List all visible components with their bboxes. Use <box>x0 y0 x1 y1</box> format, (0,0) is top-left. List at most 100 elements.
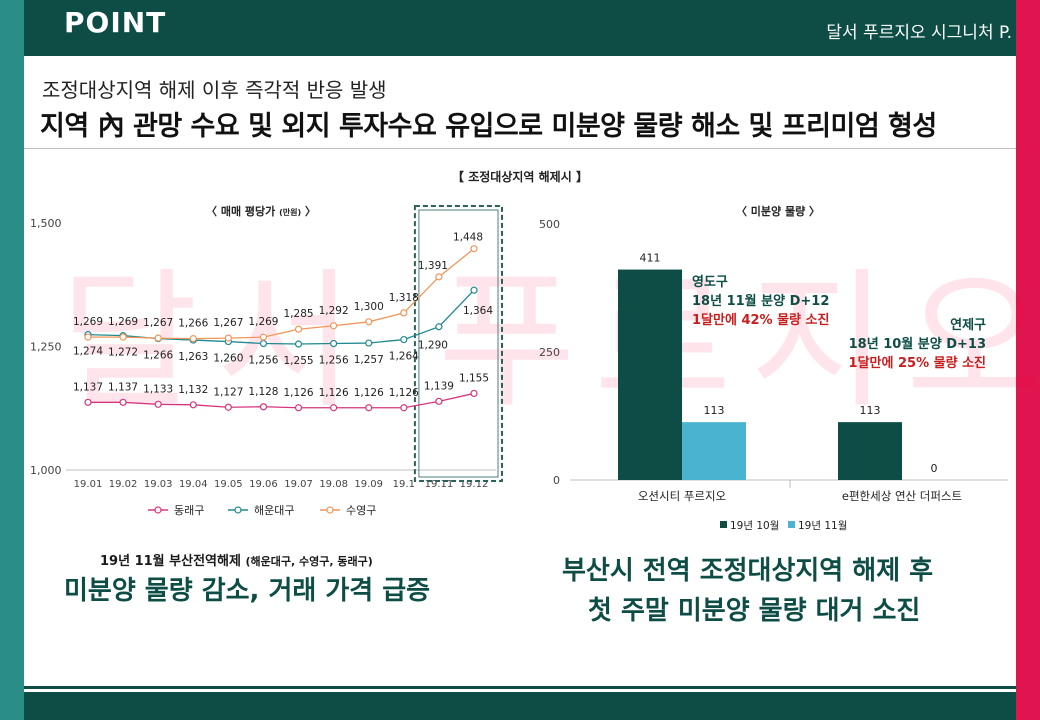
bar-value-label: 113 <box>860 404 881 417</box>
page-title: 지역 內 관망 수요 및 외지 투자수요 유입으로 미분양 물량 해소 및 프리… <box>40 111 937 142</box>
line-y-tick-label: 1,000 <box>30 464 62 477</box>
data-label: 1,266 <box>178 318 208 330</box>
line-chart-title: 〈 매매 평당가 (만원) 〉 <box>206 204 316 218</box>
data-label: 1,137 <box>108 381 138 393</box>
data-label: 1,267 <box>213 317 243 329</box>
highlight-box-outer <box>413 205 503 482</box>
left-caption-small: 19년 11월 부산전역해제 (해운대구, 수영구, 동래구) <box>100 550 373 569</box>
left-caption-small-text: 19년 11월 부산전역해제 <box>100 554 246 569</box>
data-point <box>294 404 303 412</box>
bar-value-label: 411 <box>640 252 661 265</box>
data-point <box>84 333 92 341</box>
data-label: 1,318 <box>389 292 419 304</box>
data-label: 1,132 <box>178 384 208 396</box>
bar-legend-swatch <box>720 521 727 528</box>
legend-label: 수영구 <box>346 504 376 517</box>
data-point <box>400 309 408 317</box>
data-label: 1,269 <box>73 316 103 328</box>
annotation-result: 1달만에 42% 물량 소진 <box>692 312 829 328</box>
bar-chart-title: 〈 미분양 물량 〉 <box>736 204 820 218</box>
line-y-tick-label: 1,250 <box>30 341 62 354</box>
data-point <box>400 404 408 412</box>
data-label: 1,285 <box>284 308 314 320</box>
line-chart-title-unit: (만원) <box>279 207 301 217</box>
bar-y-tick-label: 500 <box>539 218 560 231</box>
data-label: 1,256 <box>319 355 349 367</box>
data-point <box>224 334 232 342</box>
footer-line <box>24 686 1016 689</box>
header-point-label: POINT <box>64 6 167 39</box>
data-point <box>365 318 373 326</box>
bar-0-0 <box>618 269 682 480</box>
data-point <box>259 403 268 411</box>
data-label: 1,257 <box>354 354 384 366</box>
data-point <box>84 398 92 406</box>
bar-y-tick-label: 0 <box>553 474 560 487</box>
data-point <box>470 286 478 294</box>
line-x-tick-label: 19.12 <box>460 479 489 490</box>
line-chart-title-end: 〉 <box>301 205 316 218</box>
line-x-tick-label: 19.01 <box>74 479 103 490</box>
page-subtitle: 조정대상지역 해제 이후 즉각적 반응 발생 <box>42 78 387 102</box>
data-label: 1,155 <box>459 372 489 384</box>
title-divider <box>24 148 1016 149</box>
line-y-tick-label: 1,500 <box>30 217 62 230</box>
data-label: 1,290 <box>418 340 448 352</box>
line-x-tick-label: 19.06 <box>249 479 278 490</box>
frame-left-border <box>0 0 24 720</box>
data-label: 1,126 <box>319 387 349 399</box>
data-point <box>365 339 373 347</box>
legend-marker <box>326 506 334 514</box>
data-label: 1,128 <box>248 386 278 398</box>
data-point <box>119 398 127 406</box>
annotation-sale: 18년 11월 분양 D+12 <box>692 293 829 309</box>
annotation-region: 연제구 <box>950 318 986 333</box>
data-label: 1,300 <box>354 301 384 313</box>
data-point <box>330 339 338 348</box>
data-label: 1,263 <box>178 351 208 363</box>
annotation-region: 영도구 <box>692 275 728 290</box>
line-x-tick-label: 19.08 <box>319 479 348 490</box>
bar-1-0 <box>838 422 902 480</box>
data-label: 1,255 <box>284 355 314 367</box>
data-label: 1,256 <box>248 355 278 367</box>
left-caption-paren: (해운대구, 수영구, 동래구) <box>245 555 373 568</box>
data-point <box>189 401 197 409</box>
bar-category-label: e편한세상 연산 더퍼스트 <box>842 489 962 503</box>
frame-right-border <box>1016 0 1040 720</box>
data-label: 1,269 <box>248 316 278 328</box>
data-label: 1,391 <box>418 260 448 272</box>
data-label: 1,448 <box>453 232 483 244</box>
data-point <box>435 323 443 331</box>
data-point <box>470 389 478 398</box>
left-caption-big: 미분양 물량 감소, 거래 가격 급증 <box>64 576 431 606</box>
data-point <box>330 322 338 330</box>
data-point <box>294 340 303 348</box>
data-point <box>189 334 197 343</box>
line-x-tick-label: 19.09 <box>354 479 383 490</box>
bar-legend-label: 19년 11월 <box>798 520 847 532</box>
line-chart-title-main: 〈 매매 평당가 <box>206 204 279 218</box>
watermark-text: 달서 푸르지오 시그니처 <box>60 255 1040 429</box>
right-caption-line2: 첫 주말 미분양 물량 대거 소진 <box>588 596 921 626</box>
data-point <box>224 403 232 411</box>
data-label: 1,292 <box>319 305 349 317</box>
bar-y-tick-label: 250 <box>539 346 560 359</box>
data-point <box>154 334 162 342</box>
bar-value-label: 0 <box>931 462 938 475</box>
series-line-2 <box>88 248 475 340</box>
header-bar: POINT 달서 푸르지오 시그니처 P. <box>24 0 1016 56</box>
data-label: 1,126 <box>284 387 314 399</box>
legend-label: 해운대구 <box>254 503 294 517</box>
data-point <box>435 397 443 405</box>
bar-value-label: 113 <box>704 404 725 417</box>
highlight-box-inner <box>418 209 499 478</box>
data-point <box>365 404 373 412</box>
data-label: 1,264 <box>389 351 419 363</box>
data-point <box>400 335 408 344</box>
line-x-tick-label: 19.05 <box>214 479 243 490</box>
data-label: 1,364 <box>463 305 493 317</box>
data-point <box>435 273 443 281</box>
data-label: 1,137 <box>73 381 103 393</box>
